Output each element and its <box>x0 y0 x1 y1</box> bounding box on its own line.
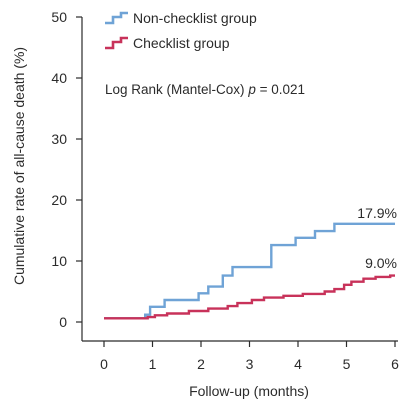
y-axis-ticks: 0 10 20 30 40 50 <box>51 9 82 330</box>
x-tick-label: 1 <box>149 356 157 372</box>
y-tick-label: 50 <box>51 9 67 25</box>
legend-swatch-checklist <box>105 36 128 50</box>
p-symbol: p <box>247 82 256 97</box>
x-axis-title: Follow-up (months) <box>189 383 309 399</box>
x-axis-ticks: 0 1 2 3 4 5 6 <box>100 341 399 372</box>
y-tick-label: 30 <box>51 131 67 147</box>
x-tick-label: 4 <box>294 356 302 372</box>
log-rank-value: = 0.021 <box>256 82 305 97</box>
series-end-label-checklist: 9.0% <box>365 255 397 271</box>
x-tick-label: 2 <box>197 356 205 372</box>
legend-label-checklist: Checklist group <box>133 35 230 51</box>
series-line-non-checklist <box>104 222 395 320</box>
x-tick-label: 6 <box>391 356 399 372</box>
log-rank-annotation: Log Rank (Mantel-Cox) p = 0.021 <box>105 82 305 97</box>
x-tick-label: 3 <box>246 356 254 372</box>
y-tick-label: 10 <box>51 253 67 269</box>
y-tick-label: 40 <box>51 70 67 86</box>
y-axis-title: Cumulative rate of all-cause death (%) <box>11 47 27 285</box>
series-end-label-non-checklist: 17.9% <box>357 205 397 221</box>
series-lines <box>104 222 395 320</box>
x-tick-label: 5 <box>343 356 351 372</box>
series-line-checklist <box>104 274 395 320</box>
y-tick-label: 20 <box>51 192 67 208</box>
legend: Non-checklist group Checklist group <box>105 10 257 51</box>
legend-label-non-checklist: Non-checklist group <box>133 10 257 26</box>
legend-swatch-non-checklist <box>105 11 128 25</box>
y-tick-label: 0 <box>59 314 67 330</box>
log-rank-prefix: Log Rank (Mantel-Cox) <box>105 82 248 97</box>
x-tick-label: 0 <box>100 356 108 372</box>
